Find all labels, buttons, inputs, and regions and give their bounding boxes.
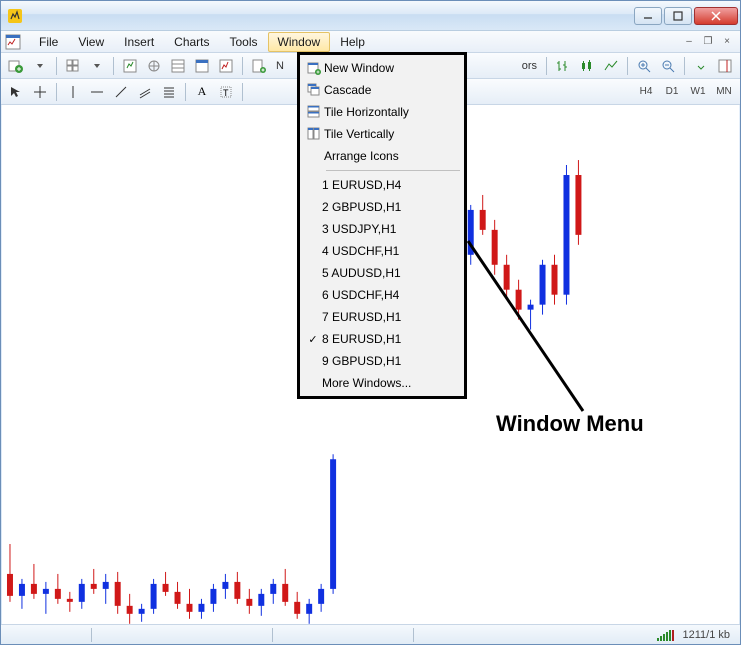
timeframe-h4[interactable]: H4 [634, 81, 658, 103]
vertical-line-button[interactable] [62, 81, 84, 103]
menu-window-9[interactable]: 9 GBPUSD,H1 [300, 350, 464, 372]
dd-label: Arrange Icons [324, 149, 399, 163]
cascade-icon [304, 82, 324, 98]
dd-label: 5 AUDUSD,H1 [322, 266, 401, 280]
dd-label: 9 GBPUSD,H1 [322, 354, 401, 368]
dd-label: Cascade [324, 83, 371, 97]
profiles-button[interactable] [62, 55, 84, 77]
bar-chart-button[interactable] [552, 55, 574, 77]
maximize-button[interactable] [664, 7, 692, 25]
menu-cascade[interactable]: Cascade [300, 79, 464, 101]
annotation-label: Window Menu [496, 411, 644, 437]
crosshair-button[interactable] [29, 81, 51, 103]
mdi-controls: – ❐ × [680, 34, 740, 50]
statusbar: 1211/1 kb [1, 624, 740, 644]
menu-window-5[interactable]: 5 AUDUSD,H1 [300, 262, 464, 284]
menu-window-7[interactable]: 7 EURUSD,H1 [300, 306, 464, 328]
timeframe-d1[interactable]: D1 [660, 81, 684, 103]
menubar: File View Insert Charts Tools Window Hel… [1, 31, 740, 53]
new-window-icon [304, 60, 324, 76]
navigator-button[interactable] [143, 55, 165, 77]
menu-arrange-icons[interactable]: Arrange Icons [300, 145, 464, 167]
partial-label: ors [518, 60, 541, 72]
channel-button[interactable] [134, 81, 156, 103]
autoscroll-button[interactable] [690, 55, 712, 77]
menu-more-windows[interactable]: More Windows... [300, 372, 464, 394]
menu-window[interactable]: Window [268, 32, 331, 52]
text-button[interactable]: A [191, 81, 213, 103]
menu-view[interactable]: View [68, 32, 114, 52]
tile-h-icon [304, 104, 324, 120]
zoom-out-button[interactable] [657, 55, 679, 77]
menu-window-3[interactable]: 3 USDJPY,H1 [300, 218, 464, 240]
mdi-close-button[interactable]: × [718, 34, 736, 50]
horizontal-line-button[interactable] [86, 81, 108, 103]
menu-window-4[interactable]: 4 USDCHF,H1 [300, 240, 464, 262]
menu-help[interactable]: Help [330, 32, 375, 52]
cursor-button[interactable] [5, 81, 27, 103]
chart-shift-button[interactable] [714, 55, 736, 77]
timeframe-mn[interactable]: MN [712, 81, 736, 103]
trendline-button[interactable] [110, 81, 132, 103]
new-order-label: N [272, 60, 288, 72]
titlebar[interactable] [1, 1, 740, 31]
traffic-label: 1211/1 kb [682, 629, 730, 641]
mdi-minimize-button[interactable]: – [680, 34, 698, 50]
menu-insert[interactable]: Insert [114, 32, 164, 52]
app-window: File View Insert Charts Tools Window Hel… [0, 0, 741, 645]
minimize-button[interactable] [634, 7, 662, 25]
svg-text:T: T [223, 88, 229, 98]
chart-window-icon [5, 34, 21, 50]
app-icon [7, 8, 23, 24]
connection-bars-icon [657, 629, 674, 641]
new-order-button[interactable] [248, 55, 270, 77]
menu-charts[interactable]: Charts [164, 32, 219, 52]
text-label-button[interactable]: T [215, 81, 237, 103]
dropdown-arrow-icon[interactable] [86, 55, 108, 77]
window-menu-dropdown: New Window Cascade Tile Horizontally Til… [297, 52, 467, 399]
dd-label: 8 EURUSD,H1 [322, 332, 401, 346]
terminal-button[interactable] [191, 55, 213, 77]
dd-label: 3 USDJPY,H1 [322, 222, 396, 236]
menu-tools[interactable]: Tools [220, 32, 268, 52]
line-chart-button[interactable] [600, 55, 622, 77]
dropdown-arrow-icon[interactable] [29, 55, 51, 77]
mdi-restore-button[interactable]: ❐ [699, 34, 717, 50]
window-controls [634, 7, 738, 25]
data-window-button[interactable] [167, 55, 189, 77]
menu-tile-horizontal[interactable]: Tile Horizontally [300, 101, 464, 123]
dd-label: More Windows... [322, 376, 411, 390]
close-button[interactable] [694, 7, 738, 25]
strategy-tester-button[interactable] [215, 55, 237, 77]
dd-label: Tile Vertically [324, 127, 394, 141]
zoom-in-button[interactable] [633, 55, 655, 77]
dd-label: 7 EURUSD,H1 [322, 310, 401, 324]
menu-window-2[interactable]: 2 GBPUSD,H1 [300, 196, 464, 218]
menu-separator [326, 170, 460, 171]
tile-v-icon [304, 126, 324, 142]
menu-file[interactable]: File [29, 32, 68, 52]
dd-label: 1 EURUSD,H4 [322, 178, 401, 192]
timeframe-w1[interactable]: W1 [686, 81, 710, 103]
menu-window-1[interactable]: 1 EURUSD,H4 [300, 174, 464, 196]
dd-label: New Window [324, 61, 394, 75]
annotation-arrow [463, 236, 603, 416]
checkmark-icon: ✓ [304, 333, 322, 346]
dd-label: 4 USDCHF,H1 [322, 244, 399, 258]
menu-window-6[interactable]: 6 USDCHF,H4 [300, 284, 464, 306]
market-watch-button[interactable] [119, 55, 141, 77]
menu-window-8[interactable]: ✓8 EURUSD,H1 [300, 328, 464, 350]
dd-label: Tile Horizontally [324, 105, 409, 119]
fibonacci-button[interactable] [158, 81, 180, 103]
new-chart-button[interactable] [5, 55, 27, 77]
menu-new-window[interactable]: New Window [300, 57, 464, 79]
dd-label: 6 USDCHF,H4 [322, 288, 399, 302]
dd-label: 2 GBPUSD,H1 [322, 200, 401, 214]
menu-tile-vertical[interactable]: Tile Vertically [300, 123, 464, 145]
candle-chart-button[interactable] [576, 55, 598, 77]
